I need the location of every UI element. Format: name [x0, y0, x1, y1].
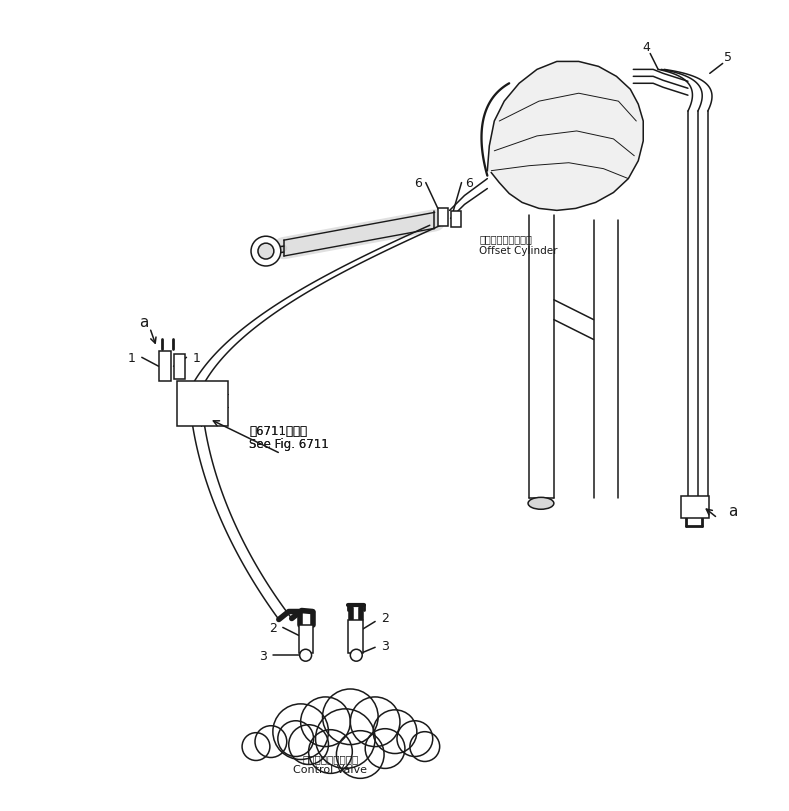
Circle shape — [373, 710, 417, 753]
Circle shape — [258, 244, 274, 260]
Text: 3: 3 — [259, 649, 267, 662]
Circle shape — [255, 726, 286, 757]
Text: 1: 1 — [128, 351, 136, 364]
FancyBboxPatch shape — [348, 620, 363, 654]
Text: 2: 2 — [269, 621, 277, 634]
Circle shape — [350, 650, 362, 661]
Circle shape — [242, 733, 270, 761]
Text: 第6711図参照: 第6711図参照 — [249, 425, 307, 438]
Ellipse shape — [528, 498, 554, 509]
Text: オフセットシリンダ: オフセットシリンダ — [480, 234, 533, 244]
Circle shape — [300, 650, 312, 661]
Text: a: a — [139, 315, 148, 330]
Circle shape — [350, 697, 400, 747]
Circle shape — [308, 730, 353, 774]
Text: See Fig. 6711: See Fig. 6711 — [249, 438, 329, 451]
Circle shape — [251, 237, 281, 267]
Circle shape — [316, 709, 375, 769]
Circle shape — [273, 704, 328, 760]
Text: 2: 2 — [381, 611, 389, 624]
Circle shape — [289, 725, 328, 765]
Text: 1: 1 — [193, 351, 200, 364]
Circle shape — [301, 697, 350, 747]
Polygon shape — [488, 62, 643, 211]
Circle shape — [397, 721, 432, 757]
FancyBboxPatch shape — [159, 352, 170, 382]
Circle shape — [323, 689, 378, 744]
FancyBboxPatch shape — [174, 355, 185, 380]
FancyBboxPatch shape — [299, 625, 312, 654]
Text: コントロールバルブ: コントロールバルブ — [302, 753, 358, 763]
Text: 第6711図参照: 第6711図参照 — [249, 425, 307, 438]
Text: See Fig. 6711: See Fig. 6711 — [249, 438, 329, 451]
Text: a: a — [727, 503, 737, 518]
Text: 3: 3 — [381, 639, 389, 652]
Circle shape — [336, 731, 384, 779]
Text: 6: 6 — [466, 177, 473, 190]
FancyBboxPatch shape — [681, 497, 709, 518]
Text: 4: 4 — [642, 41, 650, 54]
FancyBboxPatch shape — [177, 382, 228, 427]
FancyBboxPatch shape — [451, 212, 461, 228]
Text: 5: 5 — [724, 51, 731, 64]
Text: 6: 6 — [414, 177, 422, 190]
Circle shape — [278, 721, 313, 757]
Text: Offset Cylinder: Offset Cylinder — [480, 246, 558, 255]
Circle shape — [410, 732, 439, 762]
Text: Control Valve: Control Valve — [294, 765, 368, 775]
FancyBboxPatch shape — [438, 209, 447, 227]
Circle shape — [365, 729, 405, 769]
